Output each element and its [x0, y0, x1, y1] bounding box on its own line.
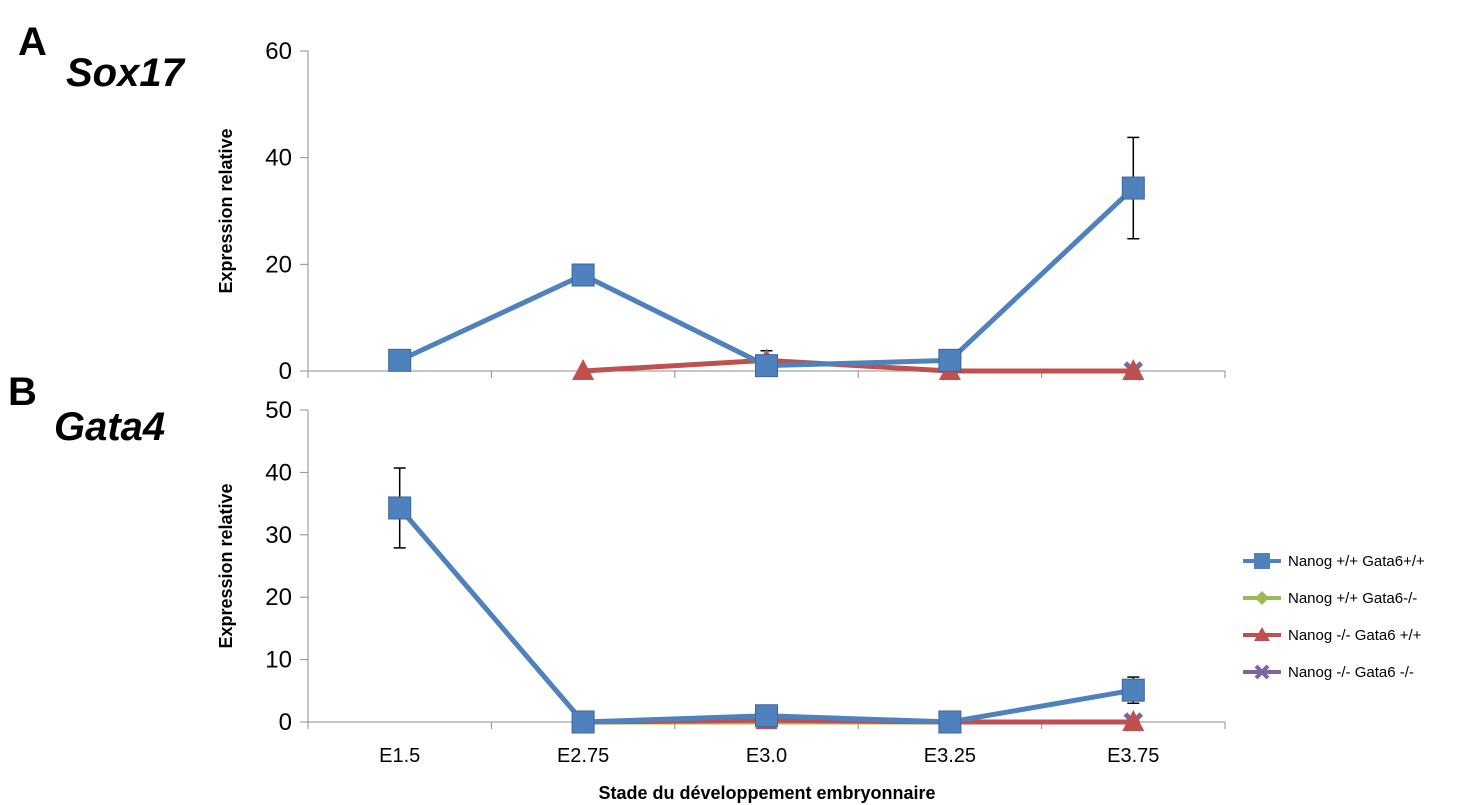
panel-b-data-point: [938, 710, 962, 734]
panel-b-y-tick-label: 0: [279, 709, 292, 736]
panel-a-gene-title: Sox17: [66, 51, 186, 95]
legend-entry-label: Nanog +/+ Gata6+/+: [1288, 553, 1425, 570]
panel-b-x-tick-label: E3.75: [1107, 745, 1159, 767]
panel-b-y-tick-label: 10: [265, 647, 292, 674]
panel-a-y-tick-label: 0: [279, 358, 292, 385]
panel-b-data-point: [1122, 710, 1145, 731]
panel-a-series-line: [398, 186, 1136, 369]
panel-a-y-tick-label: 40: [265, 145, 292, 172]
panel-a-plot: 0 20 40 60: [265, 38, 1226, 385]
panel-b-data-point: [571, 710, 595, 734]
legend-entry-label: Nanog -/- Gata6 -/-: [1288, 664, 1414, 681]
panel-b-data-point: [1121, 678, 1145, 702]
panel-a-y-tick-label: 20: [265, 251, 292, 278]
legend-marker: [1255, 591, 1269, 605]
legend-marker: [1254, 664, 1270, 680]
panel-b-x-tick-label: E3.0: [746, 745, 787, 767]
panel-b-y-axis-title: Expression relative: [216, 483, 236, 648]
panel-b-y-tick-label: 40: [265, 459, 292, 486]
panel-b-plot: 0 10 20 30 40 50 E1.5 E2.75 E3.0 E3.25 E3.75: [265, 397, 1226, 767]
panel-b-y-tick-label: 30: [265, 522, 292, 549]
panel-a-series-line: [582, 357, 1134, 374]
panel-a-letter: A: [18, 20, 47, 64]
panel-a-data-point: [938, 348, 962, 372]
panel-a-data-point: [1122, 359, 1145, 380]
panel-a-data-point: [755, 354, 778, 378]
panel-a-data-point: [572, 359, 595, 380]
legend-entry-label: Nanog -/- Gata6 +/+: [1288, 627, 1422, 644]
x-axis-title: Stade du développement embryonnaire: [598, 783, 935, 803]
panel-b-letter: B: [8, 370, 37, 414]
panel-a-data-point: [1121, 176, 1145, 200]
panel-a-y-axis-title: Expression relative: [216, 128, 236, 293]
panel-b-gene-title: Gata4: [54, 405, 165, 449]
panel-b-data-point: [388, 496, 412, 520]
legend-marker: [1254, 627, 1270, 641]
panel-b-x-tick-label: E3.25: [924, 745, 976, 767]
panel-b-data-point: [755, 704, 778, 728]
panel-b-y-tick-label: 50: [265, 397, 292, 424]
panel-b-series-line: [397, 506, 1134, 725]
panel-b-x-tick-label: E1.5: [379, 745, 420, 767]
legend-marker: [1254, 553, 1270, 569]
legend: Nanog +/+ Gata6+/+ Nanog +/+ Gata6-/- Nano…: [1243, 553, 1425, 681]
panel-a-y-tick-label: 60: [265, 38, 292, 65]
panel-b-x-tick-label: E2.75: [557, 745, 609, 767]
panel-a-data-point: [571, 263, 595, 287]
panel-a-data-point: [388, 348, 412, 372]
legend-entry-label: Nanog +/+ Gata6-/-: [1288, 590, 1417, 607]
panel-b-y-tick-label: 20: [265, 584, 292, 611]
